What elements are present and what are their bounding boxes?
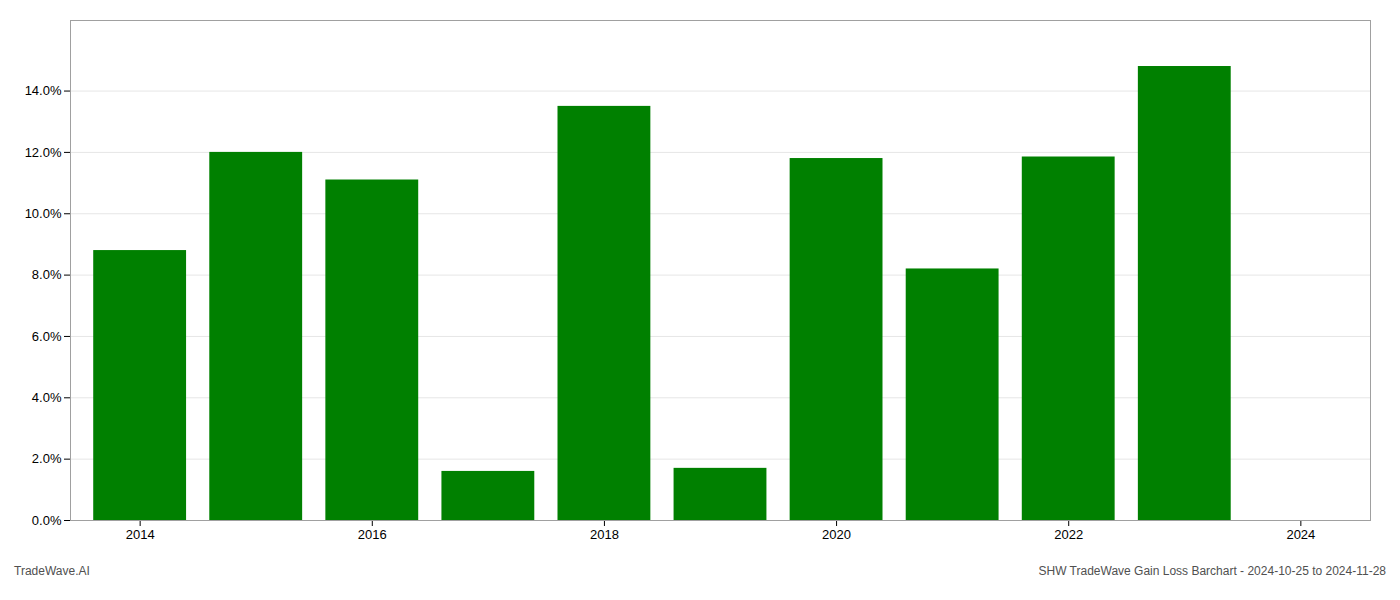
svg-text:2024: 2024: [1286, 527, 1315, 542]
svg-text:2022: 2022: [1054, 527, 1083, 542]
svg-text:8.0%: 8.0%: [32, 267, 62, 282]
svg-text:4.0%: 4.0%: [32, 390, 62, 405]
svg-text:2014: 2014: [126, 527, 155, 542]
svg-text:2018: 2018: [590, 527, 619, 542]
svg-text:12.0%: 12.0%: [25, 145, 62, 160]
svg-text:2020: 2020: [822, 527, 851, 542]
svg-text:10.0%: 10.0%: [25, 206, 62, 221]
svg-text:2016: 2016: [358, 527, 387, 542]
svg-text:2.0%: 2.0%: [32, 451, 62, 466]
svg-text:6.0%: 6.0%: [32, 329, 62, 344]
svg-text:0.0%: 0.0%: [32, 513, 62, 528]
html-text:TradeWave.AI: TradeWave.AI: [14, 564, 90, 578]
svg-text:14.0%: 14.0%: [25, 83, 62, 98]
html-text:SHW TradeWave Gain Loss Barcha: SHW TradeWave Gain Loss Barchart - 2024-…: [1038, 564, 1386, 578]
